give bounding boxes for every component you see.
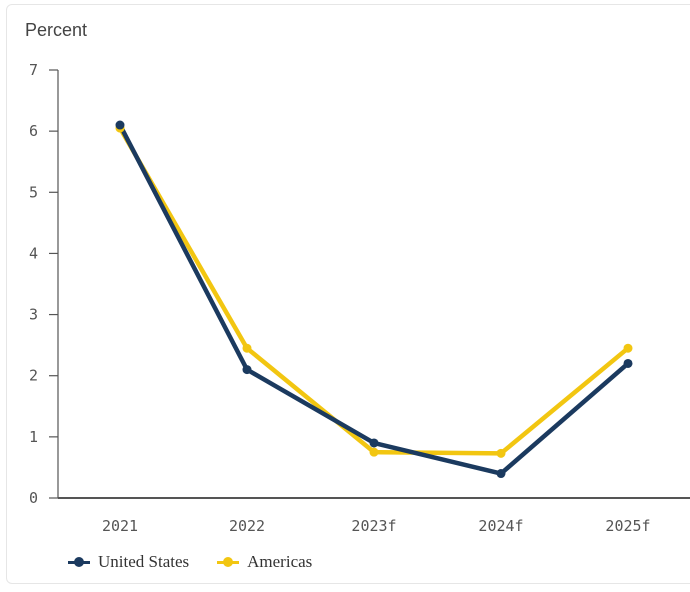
series-line-americas [117,125,631,456]
y-tick-label: 2 [29,367,38,385]
chart-title: Percent [25,20,88,40]
data-point-americas[interactable] [242,343,252,353]
y-tick-label: 3 [29,306,38,324]
y-tick-label: 0 [29,489,38,507]
data-point-united-states[interactable] [623,358,633,368]
x-tick-label: 2025f [605,517,650,535]
x-tick-label: 2021 [102,517,138,535]
x-tick-label: 2023f [351,517,396,535]
data-point-united-states[interactable] [369,438,379,448]
x-tick-label: 2024f [478,517,523,535]
legend-swatch-united-states [68,556,90,568]
y-tick-label: 1 [29,428,38,446]
legend-swatch-americas [217,556,240,568]
legend-item-americas[interactable]: Americas [217,552,312,572]
y-tick-label: 6 [29,122,38,140]
data-point-united-states[interactable] [496,469,506,479]
series-line-united-states [117,122,631,476]
data-point-americas[interactable] [369,447,379,457]
y-tick-label: 7 [29,61,38,79]
legend: United States Americas [68,552,340,572]
chart-frame [6,4,690,584]
series-layer [115,120,633,479]
x-tick-label: 2022 [229,517,265,535]
axes: 0 1 2 3 4 5 6 7 2021 2022 2023f 2024f 2025f [29,61,690,535]
legend-item-united-states[interactable]: United States [68,552,189,572]
data-point-americas[interactable] [623,343,633,353]
data-point-united-states[interactable] [242,365,252,375]
data-point-americas[interactable] [496,448,506,458]
legend-label-americas: Americas [247,552,313,571]
data-point-united-states[interactable] [115,120,125,130]
legend-label-united-states: United States [98,552,190,571]
y-tick-label: 5 [29,183,38,201]
y-tick-label: 4 [29,244,38,262]
